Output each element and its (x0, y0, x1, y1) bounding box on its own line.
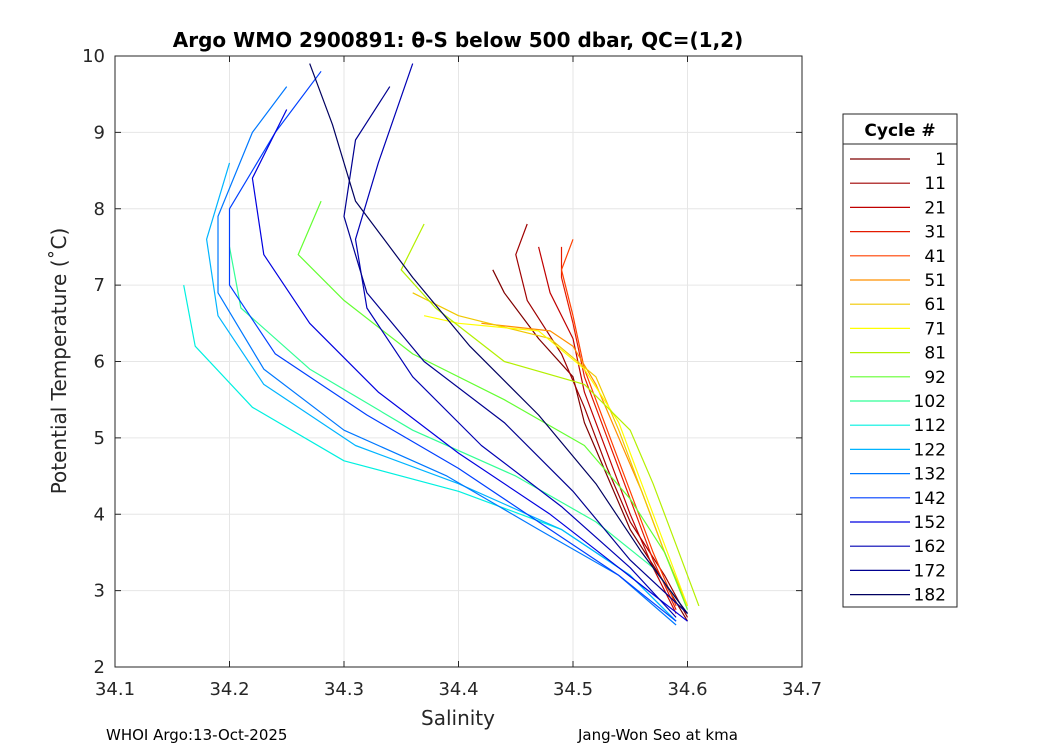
x-tick-label: 34.6 (667, 679, 707, 700)
footer-author: Jang-Won Seo at kma (578, 726, 738, 744)
series-line-cycle-1 (492, 269, 689, 622)
legend-label-51: 51 (924, 271, 946, 291)
legend-label-61: 61 (924, 295, 946, 315)
legend-label-31: 31 (924, 223, 946, 243)
legend-label-71: 71 (924, 319, 946, 339)
series-line-cycle-41 (560, 239, 677, 607)
series-layer (183, 63, 700, 626)
series-line-cycle-71 (423, 315, 689, 607)
y-tick-label: 3 (94, 581, 105, 602)
legend-label-172: 172 (914, 561, 946, 581)
series-line-cycle-61 (412, 292, 689, 607)
series-line-cycle-31 (560, 246, 677, 610)
x-tick-label: 34.4 (438, 679, 478, 700)
series-line-cycle-182 (309, 63, 688, 614)
legend-label-41: 41 (924, 247, 946, 267)
x-tick-label: 34.5 (553, 679, 593, 700)
y-tick-label: 6 (94, 352, 105, 373)
legend-label-21: 21 (924, 198, 946, 218)
x-tick-label: 34.2 (209, 679, 249, 700)
legend-label-132: 132 (914, 465, 946, 485)
y-tick-label: 9 (94, 122, 105, 143)
legend-label-152: 152 (914, 513, 946, 533)
y-axis-label: Potential Temperature (˚C) (47, 228, 71, 495)
x-tick-label: 34.1 (95, 679, 135, 700)
y-tick-label: 10 (82, 46, 105, 67)
x-tick-label: 34.3 (324, 679, 364, 700)
series-line-cycle-152 (251, 109, 688, 622)
legend-label-81: 81 (924, 344, 946, 364)
series-line-cycle-172 (343, 86, 688, 614)
legend-label-122: 122 (914, 440, 946, 460)
series-line-cycle-132 (217, 86, 677, 626)
series-line-cycle-122 (206, 162, 677, 622)
x-tick-label: 34.7 (782, 679, 822, 700)
y-tick-label: 7 (94, 275, 105, 296)
y-tick-label: 8 (94, 199, 105, 220)
series-line-cycle-142 (228, 70, 677, 622)
legend-label-11: 11 (924, 174, 946, 194)
x-axis-label: Salinity (421, 706, 495, 730)
series-line-cycle-11 (515, 223, 689, 618)
legend-label-112: 112 (914, 416, 946, 436)
legend-label-142: 142 (914, 489, 946, 509)
series-line-cycle-21 (538, 246, 677, 614)
series-line-cycle-162 (354, 63, 677, 618)
legend-title: Cycle # (864, 121, 935, 141)
legend: Cycle # 11121314151617181921021121221321… (842, 113, 958, 608)
y-tick-label: 4 (94, 504, 105, 525)
legend-entries: 1112131415161718192102112122132142152162… (850, 150, 946, 606)
legend-label-162: 162 (914, 537, 946, 557)
legend-label-102: 102 (914, 392, 946, 412)
series-line-cycle-102 (228, 246, 688, 614)
y-tick-label: 5 (94, 428, 105, 449)
chart-title: Argo WMO 2900891: θ-S below 500 dbar, QC… (173, 28, 743, 52)
legend-label-1: 1 (935, 150, 946, 170)
y-tick-label: 2 (94, 657, 105, 678)
series-line-cycle-92 (297, 200, 689, 610)
legend-label-182: 182 (914, 586, 946, 606)
axis-ticks: 34.1 34.2 34.3 34.4 34.5 34.6 34.7 2 3 4 5 6 7 8 9 10 (82, 46, 822, 700)
series-line-cycle-81 (400, 223, 700, 607)
footer-source: WHOI Argo:13-Oct-2025 (106, 726, 288, 744)
legend-label-92: 92 (924, 368, 946, 388)
legend-box (842, 113, 958, 608)
